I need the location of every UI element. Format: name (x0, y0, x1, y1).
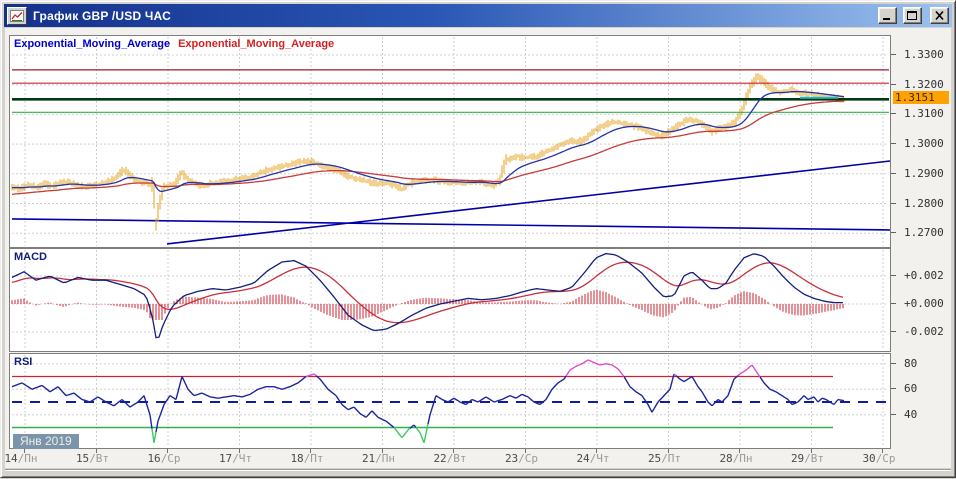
time-axis-tickmark (95, 449, 97, 453)
price-axis-tick: 1.2900 (904, 167, 944, 180)
price-axis-tick: 1.2800 (904, 197, 944, 210)
macd-axis-tick: -0.002 (904, 325, 944, 338)
indicator-labels: Exponential_Moving_Average Exponential_M… (14, 38, 334, 50)
price-axis-tick-tickmark (891, 173, 896, 174)
time-axis-tickmark (524, 449, 526, 453)
time-axis: 14/Пн 15/Вт 16/Ср 17/Чт 18/Пт 21/Пн 22/Вт 23/Ср… (4, 449, 896, 467)
macd-axis-tick-tickmark (891, 303, 896, 304)
time-axis-tickmark (310, 449, 311, 453)
time-axis-label: 30/Ср (862, 452, 896, 465)
ema-red-label: Exponential_Moving_Average (178, 38, 335, 50)
time-axis-label: 21/Пн (361, 452, 396, 465)
price-axis-tick: 1.3100 (904, 107, 944, 120)
time-axis-tickmark (453, 449, 454, 453)
price-axis-tick-tickmark (891, 54, 896, 55)
rsi-label: RSI (14, 356, 33, 368)
time-axis-tickmark (882, 449, 883, 453)
macd-axis-tick: +0.002 (904, 269, 944, 282)
time-axis-label: 28/Пн (719, 452, 753, 465)
macd-panel[interactable]: MACD (9, 248, 891, 352)
macd-label: MACD (14, 251, 47, 263)
time-axis-label: 23/Ср (504, 452, 539, 465)
current-price-tag: 1.3151 (893, 91, 949, 104)
price-axis-tick-tickmark (891, 143, 896, 144)
macd-canvas[interactable] (10, 249, 890, 351)
close-button[interactable] (930, 7, 949, 24)
time-axis-label: 14/Пн (4, 452, 38, 465)
rsi-axis-tick-tickmark (891, 414, 896, 415)
price-axis-tick-tickmark (891, 113, 896, 114)
price-axis-tick-tickmark (891, 232, 896, 233)
maximize-icon (907, 11, 917, 20)
line-chart-icon[interactable] (7, 6, 27, 25)
ema-blue-label: Exponential_Moving_Average (14, 38, 171, 50)
time-axis-tickmark (381, 449, 383, 453)
time-axis-label: 25/Пт (647, 452, 682, 465)
close-icon (935, 10, 944, 21)
maximize-button[interactable] (903, 7, 922, 24)
time-axis-tickmark (667, 449, 669, 453)
price-axis-tick: 1.3200 (904, 78, 944, 91)
price-chart-panel[interactable]: Exponential_Moving_Average Exponential_M… (9, 35, 891, 248)
price-axis-tick: 1.3000 (904, 137, 944, 150)
time-axis-tickmark (24, 449, 25, 453)
time-axis-label: 24/Чт (576, 452, 610, 465)
minimize-icon (883, 18, 890, 20)
macd-axis-tick-tickmark (891, 331, 896, 332)
price-axis: 1.3151 1.3300 1.3200 1.3100 1.3000 1.2900 1.2… (891, 1, 956, 479)
minimize-button[interactable] (878, 7, 897, 24)
time-axis-tickmark (167, 449, 168, 453)
window-title: График GBP /USD ЧАС (33, 8, 171, 23)
rsi-axis-tick-tickmark (891, 363, 896, 364)
time-axis-tickmark (810, 449, 812, 453)
price-axis-tick: 1.3300 (904, 48, 944, 61)
price-axis-tick: 1.2700 (904, 226, 944, 239)
time-axis-label: 17/Чт (218, 452, 253, 465)
macd-axis-tick: +0.000 (904, 297, 944, 310)
rsi-panel[interactable]: RSI Янв 2019 (9, 353, 891, 449)
price-axis-tick-tickmark (891, 84, 896, 85)
time-axis-label: 15/Вт (75, 452, 110, 465)
month-badge: Янв 2019 (13, 434, 79, 449)
rsi-axis-tick: 60 (904, 382, 918, 395)
title-bar[interactable]: График GBP /USD ЧАС (4, 4, 952, 27)
rsi-axis-tick: 40 (904, 408, 918, 421)
rsi-axis-tick-tickmark (891, 388, 896, 389)
rsi-canvas[interactable] (10, 354, 890, 448)
time-axis-label: 29/Вт (790, 452, 825, 465)
time-axis-tickmark (238, 449, 240, 453)
time-axis-label: 16/Ср (147, 452, 181, 465)
rsi-axis-tick: 80 (904, 357, 918, 370)
time-axis-label: 22/Вт (433, 452, 467, 465)
macd-axis-tick-tickmark (891, 275, 896, 276)
time-axis-label: 18/Пт (290, 452, 324, 465)
time-axis-tickmark (739, 449, 740, 453)
time-axis-tickmark (596, 449, 597, 453)
window-bottom-groove (5, 469, 951, 471)
price-axis-tick-tickmark (891, 203, 896, 204)
price-chart-canvas[interactable] (10, 36, 890, 247)
